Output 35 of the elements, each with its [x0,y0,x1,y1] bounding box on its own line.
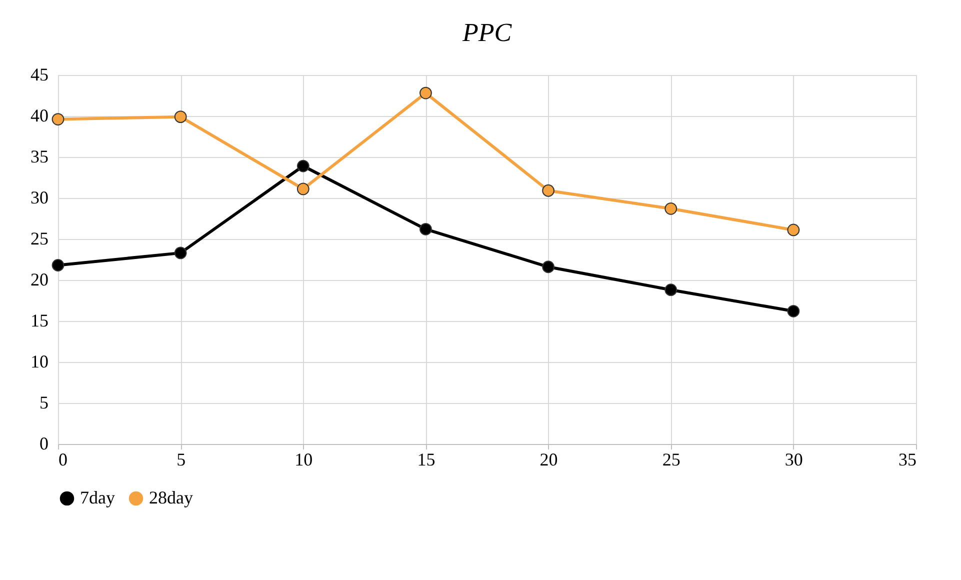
y-tick-label: 0 [40,434,48,454]
point [542,184,554,197]
x-tick-label: 35 [898,450,916,470]
legend-label: 28day [149,487,193,508]
y-tick-label: 30 [30,188,48,208]
point [174,246,187,260]
point [664,284,678,296]
point [664,202,678,215]
y-tick-label: 40 [30,106,48,126]
y-tick-label: 20 [30,270,48,290]
x-tick-label: 0 [58,450,68,470]
point [787,224,800,236]
point [420,86,432,100]
y-tick-label: 45 [30,64,48,84]
point [296,182,310,196]
point [296,160,310,172]
x-tick-label: 30 [784,450,803,470]
x-tick-label: 25 [662,450,680,470]
point [420,222,432,236]
point [787,304,800,318]
y-tick-label: 25 [30,228,48,248]
y-tick-label: 10 [30,352,48,372]
x-tick-label: 20 [540,450,558,470]
y-tick-label: 35 [30,146,48,166]
x-tick-label: 5 [176,450,186,470]
x-tick-label: 10 [294,450,313,470]
legend-label: 7day [80,487,115,508]
point [52,113,64,126]
chart-title: PPC [461,18,512,47]
y-tick-label: 15 [30,310,48,330]
point [542,260,554,274]
y-tick-label: 5 [40,392,48,412]
point [174,110,187,124]
point [52,259,64,272]
x-tick-label: 15 [417,450,436,470]
